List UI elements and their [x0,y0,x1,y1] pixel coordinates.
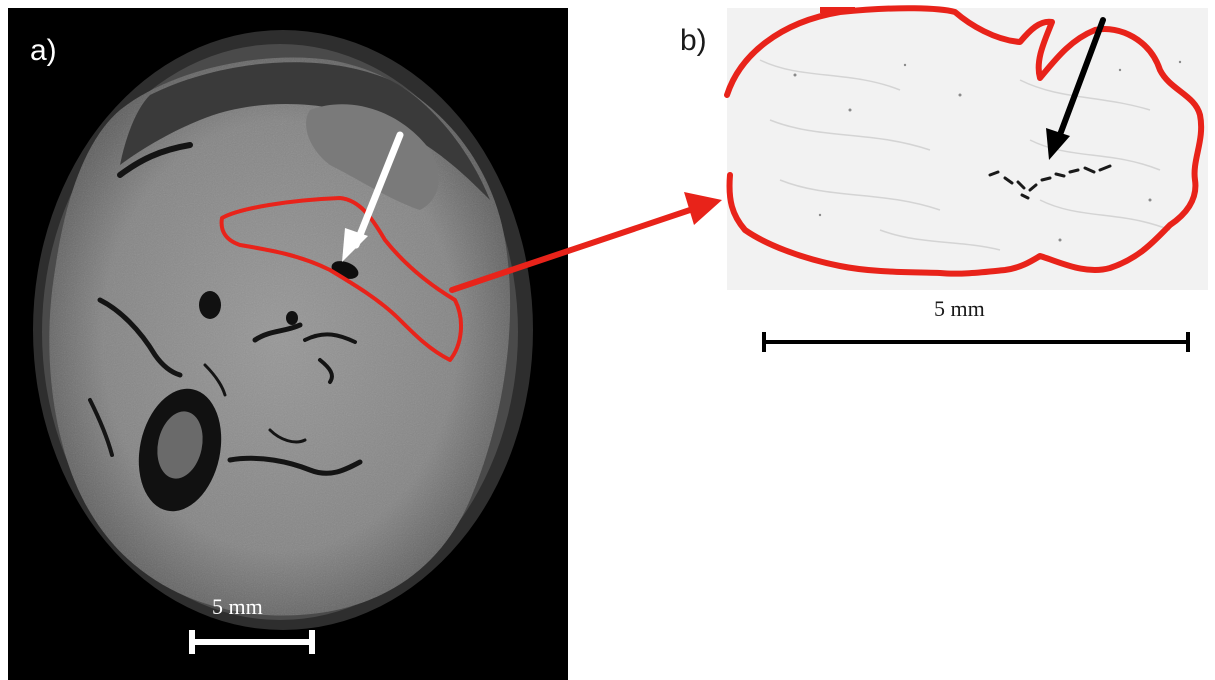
roi-outline-a [219,196,463,362]
upper-muscle [306,104,439,210]
scale-bar-b [762,332,1190,352]
dark-vessel-2 [286,311,298,325]
scale-bar-a [189,630,315,654]
panel-a-label: a) [30,34,57,67]
panel-b: b) 5 mm [680,5,1208,352]
bone [138,388,222,512]
panel-a: a) 5 mm [8,8,568,680]
roi-outline-b [724,5,1205,277]
panel-b-speckles [793,60,1182,242]
scale-bar-a-label: 5 mm [212,594,263,619]
connector-arrow [449,192,722,293]
scale-bar-b-label: 5 mm [934,296,985,321]
upper-dark-layer [120,62,490,201]
panel-b-background [727,8,1208,290]
arrow-black [1046,17,1106,160]
panel-b-label: b) [680,24,707,57]
dark-fissures [88,142,363,476]
arrow-white [342,131,404,262]
dark-vessel-1 [199,291,221,319]
dark-dash-cluster [988,164,1112,200]
panel-b-texture [759,59,1171,251]
